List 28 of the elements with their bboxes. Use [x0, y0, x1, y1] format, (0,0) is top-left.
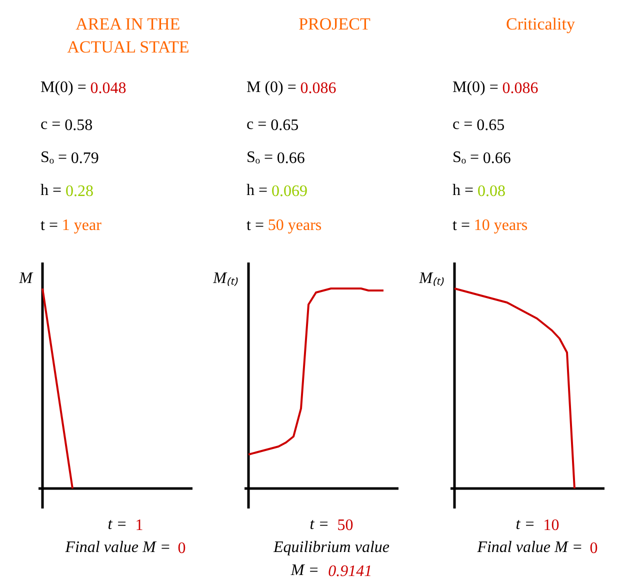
text: t = 1 [108, 516, 144, 534]
y-axis-title: M₍ₜ₎ [418, 270, 444, 287]
text: Sₒ = 0.79 [40, 149, 99, 167]
text: h = 0.08 [452, 182, 506, 200]
text: c = 0.58 [40, 116, 93, 134]
text: Final value M = 0 [476, 539, 598, 557]
chart-title: PROJECT [298, 14, 372, 34]
text: t = 50 [310, 516, 354, 534]
text: c = 0.65 [246, 116, 299, 134]
text: Equilibrium value [272, 539, 390, 556]
text: Sₒ = 0.66 [452, 149, 511, 167]
text: t = 10 years [452, 217, 528, 234]
chart-title: AREA IN THE ACTUAL STATE [67, 14, 190, 56]
text: M = 0.9141 [290, 562, 372, 577]
text: h = 0.069 [246, 182, 308, 200]
y-axis-title: M [18, 270, 34, 287]
y-axis-title: M₍ₜ₎ [212, 270, 238, 287]
text: t = 1 year [40, 217, 102, 234]
text: Sₒ = 0.66 [246, 149, 305, 167]
text: c = 0.65 [452, 116, 505, 134]
text: M(0) = 0.048 [40, 79, 126, 97]
text: t = 50 years [246, 217, 322, 234]
text: t = 10 [516, 516, 560, 534]
text: Final value M = 0 [64, 539, 186, 557]
text: h = 0.28 [40, 182, 94, 200]
text: M (0) = 0.086 [246, 79, 336, 97]
chart-title: Criticality [506, 14, 576, 34]
text: M(0) = 0.086 [452, 79, 538, 97]
